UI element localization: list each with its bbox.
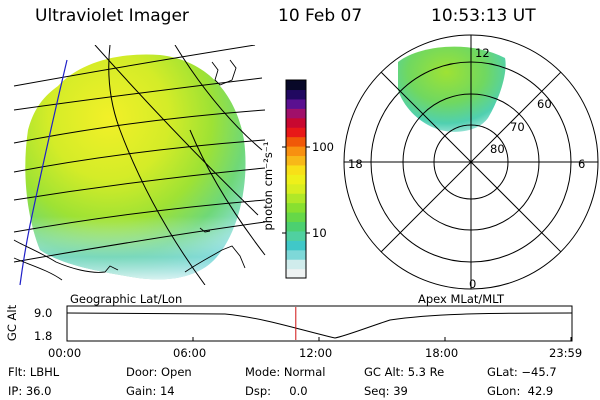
instrument-title: Ultraviolet Imager (35, 6, 189, 26)
colorbar-segment (286, 136, 306, 147)
mode-info: Mode: Normal (245, 365, 326, 379)
polar-plot (343, 34, 599, 290)
colorbar-segment (286, 249, 306, 260)
altitude-plot (66, 305, 573, 342)
seq-info: Seq: 39 (364, 384, 408, 398)
colorbar-segment (286, 221, 306, 232)
colorbar-unit-label: photon cm⁻²s⁻¹ (261, 141, 275, 231)
colorbar-segment (286, 164, 306, 175)
colorbar-segment (286, 80, 306, 91)
colorbar-segment (286, 202, 306, 213)
geographic-image (13, 45, 266, 286)
door-info: Door: Open (126, 365, 192, 379)
colorbar-segment (286, 230, 306, 241)
altitude-curve (66, 312, 573, 339)
colorbar-segment (286, 183, 306, 194)
mlat-label-60: 60 (537, 97, 552, 111)
colorbar-segment (286, 127, 306, 138)
dsp-info: Dsp: 0.0 (245, 384, 308, 398)
colorbar-segment (286, 108, 306, 119)
apex-label: Apex MLat/MLT (418, 292, 505, 306)
colorbar-segment (286, 146, 306, 157)
mlat-label-80: 80 (490, 142, 505, 156)
alt-y-label-max: 9.0 (34, 306, 53, 320)
colorbar-tick-10: 10 (312, 226, 327, 240)
time-tick-1200: 12:00 (299, 346, 333, 360)
observation-time: 10:53:13 UT (431, 6, 536, 26)
colorbar-segment (286, 212, 306, 223)
alt-y-label-min: 1.8 (34, 329, 53, 343)
gc-alt-info: GC Alt: 5.3 Re (364, 365, 445, 379)
colorbar-segment (286, 240, 306, 251)
colorbar-segment (286, 155, 306, 166)
colorbar-segment (286, 98, 306, 109)
colorbar-segment (286, 259, 306, 270)
time-tick-0600: 06:00 (173, 346, 207, 360)
coastlines (13, 59, 246, 281)
observation-date: 10 Feb 07 (278, 6, 363, 26)
mlt-label-0: 0 (469, 277, 477, 291)
glat-info: GLat: −45.7 (487, 365, 557, 379)
filter-info: Flt: LBHL (8, 365, 60, 379)
colorbar (286, 80, 306, 279)
auroral-image-right (398, 46, 506, 132)
time-tick-2359: 23:59 (549, 346, 583, 360)
mlt-label-12: 12 (475, 46, 490, 60)
time-tick-1800: 18:00 (425, 346, 459, 360)
colorbar-tick-100: 100 (312, 140, 334, 154)
time-tick-0000: 00:00 (48, 346, 82, 360)
colorbar-segment (286, 89, 306, 100)
colorbar-segment (286, 174, 306, 185)
meridian-blue (19, 59, 68, 286)
gain-info: Gain: 14 (126, 384, 175, 398)
glon-info: GLon: 42.9 (487, 384, 554, 398)
lat-lon-grid (13, 45, 266, 285)
mlt-label-18: 18 (348, 157, 363, 171)
ip-info: IP: 36.0 (8, 384, 52, 398)
mlt-label-6: 6 (578, 157, 586, 171)
colorbar-segment (286, 268, 306, 279)
mlat-label-70: 70 (510, 120, 525, 134)
colorbar-segment (286, 193, 306, 204)
gc-alt-axis-label: GC Alt (5, 304, 19, 342)
colorbar-segment (286, 117, 306, 128)
geographic-label: Geographic Lat/Lon (70, 292, 183, 306)
